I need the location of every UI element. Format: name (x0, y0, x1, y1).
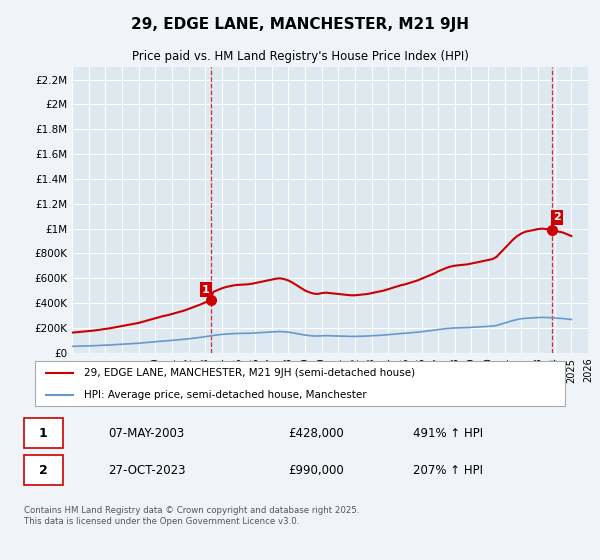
FancyBboxPatch shape (23, 455, 63, 485)
Text: 1: 1 (39, 427, 48, 440)
FancyBboxPatch shape (23, 418, 63, 448)
Text: 491% ↑ HPI: 491% ↑ HPI (413, 427, 483, 440)
Text: 29, EDGE LANE, MANCHESTER, M21 9JH: 29, EDGE LANE, MANCHESTER, M21 9JH (131, 17, 469, 32)
Text: 2: 2 (39, 464, 48, 477)
Text: 2: 2 (553, 212, 560, 222)
FancyBboxPatch shape (35, 361, 565, 407)
Text: Price paid vs. HM Land Registry's House Price Index (HPI): Price paid vs. HM Land Registry's House … (131, 50, 469, 63)
Text: £990,000: £990,000 (289, 464, 344, 477)
Text: 27-OCT-2023: 27-OCT-2023 (108, 464, 186, 477)
Text: 29, EDGE LANE, MANCHESTER, M21 9JH (semi-detached house): 29, EDGE LANE, MANCHESTER, M21 9JH (semi… (84, 367, 415, 377)
Text: HPI: Average price, semi-detached house, Manchester: HPI: Average price, semi-detached house,… (84, 390, 367, 400)
Text: £428,000: £428,000 (289, 427, 344, 440)
Text: 1: 1 (202, 284, 210, 295)
Text: 07-MAY-2003: 07-MAY-2003 (108, 427, 184, 440)
Text: 207% ↑ HPI: 207% ↑ HPI (413, 464, 483, 477)
Text: Contains HM Land Registry data © Crown copyright and database right 2025.
This d: Contains HM Land Registry data © Crown c… (23, 506, 359, 526)
